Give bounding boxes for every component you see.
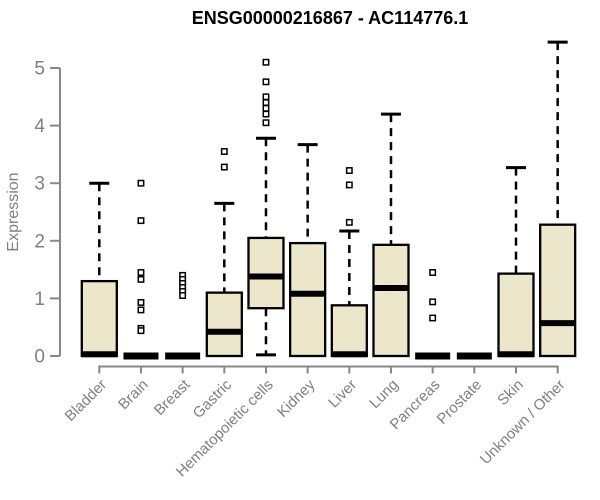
outlier-point-pancreas [429, 298, 437, 306]
outlier-point-hematopoietic-cells [262, 78, 270, 86]
x-tick-label: Brain [115, 376, 152, 413]
box-kidney [288, 241, 327, 358]
box-collapsed-pancreas [415, 352, 451, 360]
outlier-point-liver [345, 218, 353, 226]
y-tick-label: 5 [34, 59, 45, 80]
x-tick-label: Liver [325, 376, 360, 411]
y-tick-label: 3 [34, 174, 45, 195]
outlier-point-brain [137, 269, 145, 276]
outlier-point-hematopoietic-cells [262, 110, 270, 118]
box-unknown-other [539, 223, 577, 358]
box-liver [330, 304, 368, 358]
outlier-point-hematopoietic-cells [262, 104, 270, 112]
outlier-point-hematopoietic-cells [262, 58, 270, 66]
outlier-point-hematopoietic-cells [262, 99, 270, 107]
outlier-point-breast [179, 292, 187, 299]
outlier-point-gastric [220, 163, 228, 171]
x-tick-label: Kidney [274, 376, 319, 421]
x-tick-label: Bladder [62, 376, 111, 425]
x-tick-label: Lung [366, 376, 402, 412]
outlier-point-gastric [220, 148, 228, 155]
box-lung [372, 243, 410, 358]
box-collapsed-prostate [456, 352, 492, 360]
outlier-point-brain [137, 327, 145, 335]
box-collapsed-brain [123, 352, 159, 360]
box-hematopoietic-cells [247, 236, 285, 310]
x-tick-label: Breast [151, 376, 194, 419]
outlier-point-liver [345, 181, 353, 189]
box-gastric [205, 291, 243, 358]
y-tick-label: 2 [34, 231, 45, 252]
box-bladder [80, 279, 118, 358]
y-tick-label: 1 [34, 289, 45, 310]
outlier-point-hematopoietic-cells [262, 119, 270, 127]
outlier-point-pancreas [429, 269, 437, 276]
x-tick-label: Skin [494, 376, 527, 409]
y-tick-label: 0 [34, 347, 45, 368]
outlier-point-brain [137, 217, 145, 225]
x-tick-label: Prostate [434, 376, 486, 428]
box-skin [497, 272, 535, 358]
outlier-point-brain [137, 179, 145, 187]
outlier-point-liver [345, 167, 353, 174]
box-collapsed-breast [165, 352, 201, 360]
outlier-point-pancreas [429, 314, 437, 322]
y-tick-label: 4 [34, 116, 45, 137]
chart-title: ENSG00000216867 - AC114776.1 [191, 8, 469, 28]
outlier-point-brain [137, 275, 145, 283]
outlier-point-hematopoietic-cells [262, 93, 270, 101]
outlier-point-brain [137, 298, 145, 306]
outlier-point-brain [137, 306, 145, 314]
